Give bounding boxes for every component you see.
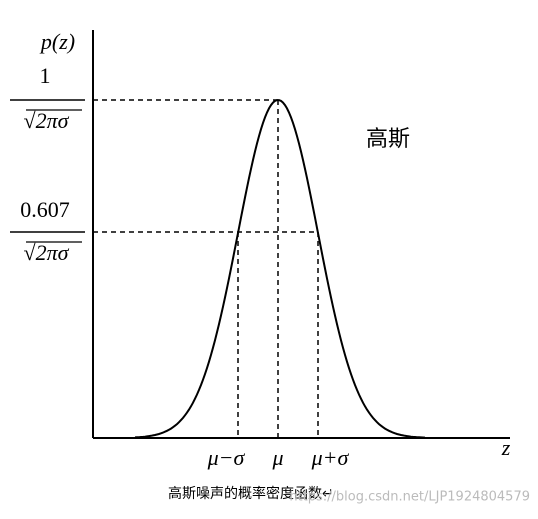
x-label: μ+σ [311, 445, 350, 470]
watermark: https://blog.csdn.net/LJP1924804579 [289, 490, 530, 505]
y-axis-label: p(z) [39, 29, 75, 54]
curve-label: 高斯 [366, 127, 410, 152]
x-label: μ−σ [207, 445, 246, 470]
caption: 高斯噪声的概率密度函数↵ [168, 485, 334, 502]
peak-numerator: 1 [40, 63, 51, 88]
guide-lines [93, 99, 319, 438]
sigma-denominator: √2πσ [24, 240, 70, 265]
gaussian-curve [134, 99, 426, 439]
x-axis-label: z [501, 435, 511, 460]
peak-denominator: √2πσ [24, 108, 70, 133]
x-label: μ [271, 445, 283, 470]
sigma-numerator: 0.607 [20, 197, 70, 222]
